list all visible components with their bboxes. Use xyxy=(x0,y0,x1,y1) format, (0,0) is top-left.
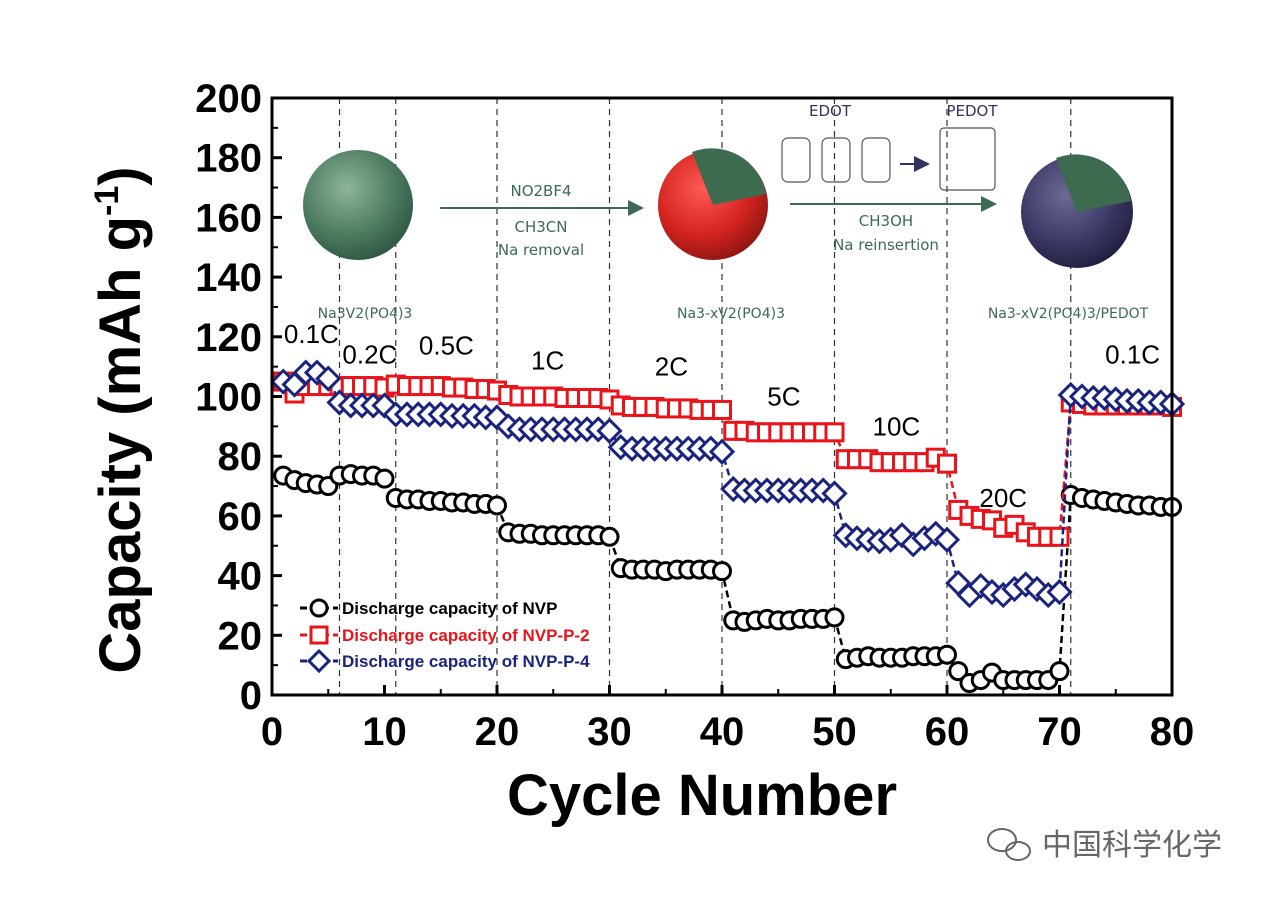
edot-label: EDOT xyxy=(809,102,852,120)
data-point-diamond xyxy=(821,480,848,507)
particle2-label: Na3-xV2(PO4)3 xyxy=(677,306,785,322)
y-tick-label: 80 xyxy=(218,435,263,479)
y-tick-label: 120 xyxy=(195,316,262,360)
legend-item-nvp-p4: Discharge capacity of NVP-P-4 xyxy=(300,648,590,674)
rate-label: 0.2C xyxy=(342,340,397,370)
pedot-label: PEDOT xyxy=(946,102,998,120)
legend-item-nvp: Discharge capacity of NVP xyxy=(300,598,557,618)
x-tick-label: 0 xyxy=(261,710,283,754)
x-tick-label: 30 xyxy=(587,710,632,754)
rate-label: 20C xyxy=(979,483,1027,513)
axis-ticks: 0 10 20 30 40 50 60 70 80 0 20 40 60 80 100 120 140 160 18… xyxy=(195,77,1194,754)
data-point-diamond xyxy=(933,526,961,553)
y-tick-label: 160 xyxy=(195,196,262,240)
particle3-label: Na3-xV2(PO4)3/PEDOT xyxy=(988,306,1149,322)
series-circle xyxy=(273,464,1182,694)
edot-molecules-icon xyxy=(781,127,996,191)
data-point-circle xyxy=(1049,661,1070,682)
data-point-diamond xyxy=(708,438,736,465)
svg-text:Capacity (mAh g-1): Capacity (mAh g-1) xyxy=(88,166,153,673)
y-tick-label: 180 xyxy=(195,137,262,181)
particle3-wedge xyxy=(1056,154,1131,212)
arrow2-solvent: CH3OH xyxy=(859,212,913,230)
data-point-circle xyxy=(599,526,620,547)
data-point-square xyxy=(824,422,845,443)
data-point-circle xyxy=(487,495,507,516)
legend-diamond-marker xyxy=(306,648,332,674)
wechat-logo-icon xyxy=(987,828,1031,861)
y-tick-label: 0 xyxy=(240,674,262,718)
rate-label: 10C xyxy=(873,411,921,441)
legend-item-nvp-p2: Discharge capacity of NVP-P-2 xyxy=(300,625,590,645)
arrow1-process: Na removal xyxy=(498,241,584,259)
legend-square-marker xyxy=(309,625,329,645)
watermark-text: 中国科学化学 xyxy=(1042,828,1222,863)
series-layer xyxy=(270,359,1186,694)
legend-label-nvp-p2: Discharge capacity of NVP-P-2 xyxy=(342,626,590,645)
rate-label: 5C xyxy=(767,381,800,411)
x-tick-label: 50 xyxy=(812,710,857,754)
arrow2-process: Na reinsertion xyxy=(833,236,939,254)
rate-label: 0.1C xyxy=(1105,340,1160,370)
nvp-particle xyxy=(303,150,413,260)
x-tick-label: 60 xyxy=(925,710,970,754)
y-axis-title-close: ) xyxy=(88,166,153,185)
data-point-circle xyxy=(937,644,957,665)
x-tick-label: 40 xyxy=(700,710,745,754)
data-point-diamond xyxy=(596,417,623,444)
particle1-label: Na3V2(PO4)3 xyxy=(318,306,413,322)
data-point-square xyxy=(712,399,732,420)
legend-circle-marker xyxy=(309,598,329,618)
y-tick-label: 200 xyxy=(195,77,262,121)
x-tick-label: 70 xyxy=(1037,710,1082,754)
rate-label: 0.1C xyxy=(284,319,339,349)
y-axis-title-main: Capacity (mAh g xyxy=(88,216,153,674)
x-tick-label: 20 xyxy=(475,710,520,754)
data-point-diamond xyxy=(1046,578,1073,606)
data-point-circle xyxy=(712,561,732,582)
x-tick-label: 80 xyxy=(1150,710,1195,754)
y-tick-label: 60 xyxy=(218,495,263,539)
y-axis-title-sup: -1 xyxy=(88,186,126,216)
synthesis-schematic: Na3V2(PO4)3 NO2BF4 CH3CN Na removal Na3-… xyxy=(303,102,1149,322)
rate-label: 2C xyxy=(655,352,688,382)
data-point-square xyxy=(1049,526,1070,547)
y-tick-label: 100 xyxy=(195,376,262,420)
rate-label: 0.5C xyxy=(419,331,474,361)
y-axis-title: Capacity (mAh g-1) xyxy=(88,166,153,673)
y-tick-label: 140 xyxy=(195,256,262,300)
rate-label: 1C xyxy=(531,346,564,376)
legend-label-nvp: Discharge capacity of NVP xyxy=(342,599,557,618)
legend: Discharge capacity of NVP Discharge capa… xyxy=(300,598,590,674)
data-point-square xyxy=(937,453,957,474)
y-tick-label: 20 xyxy=(218,614,263,658)
data-point-circle xyxy=(948,661,969,682)
legend-label-nvp-p4: Discharge capacity of NVP-P-4 xyxy=(342,652,590,671)
series-diamond xyxy=(270,359,1186,609)
particle2-wedge xyxy=(692,148,766,205)
y-tick-label: 40 xyxy=(218,555,263,599)
arrow1-reagent: NO2BF4 xyxy=(510,182,571,200)
data-point-diamond xyxy=(315,365,342,392)
x-tick-label: 10 xyxy=(362,710,407,754)
x-axis-title: Cycle Number xyxy=(507,763,897,828)
data-point-circle xyxy=(374,468,395,489)
arrow1-solvent: CH3CN xyxy=(515,218,568,236)
watermark: 中国科学化学 xyxy=(987,828,1222,863)
data-point-circle xyxy=(824,607,845,628)
